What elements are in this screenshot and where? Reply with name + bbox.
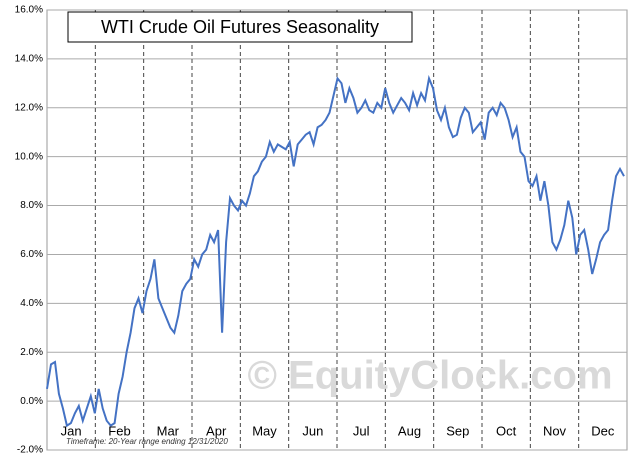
x-tick-label: Aug	[398, 423, 421, 438]
y-tick-label: 0.0%	[20, 396, 43, 407]
x-tick-label: Feb	[108, 423, 130, 438]
x-tick-label: Jul	[353, 423, 370, 438]
y-tick-label: 16.0%	[15, 5, 43, 16]
x-tick-label: May	[252, 423, 277, 438]
watermark: © EquityClock.com	[247, 354, 612, 398]
y-tick-label: -2.0%	[17, 445, 43, 456]
x-tick-label: Apr	[206, 423, 227, 438]
x-tick-label: Jun	[302, 423, 323, 438]
x-tick-label: Sep	[446, 423, 469, 438]
x-tick-label: Mar	[157, 423, 180, 438]
footnote: Timeframe: 20-Year range ending 12/31/20…	[66, 437, 228, 446]
grid	[47, 9, 627, 451]
y-tick-label: 4.0%	[20, 298, 43, 309]
chart-title: WTI Crude Oil Futures Seasonality	[101, 17, 379, 37]
y-tick-label: 2.0%	[20, 347, 43, 358]
series-line	[46, 74, 625, 428]
x-tick-label: Dec	[591, 423, 615, 438]
x-tick-label: Jan	[61, 423, 82, 438]
y-tick-label: 10.0%	[15, 151, 43, 162]
x-tick-label: Nov	[543, 423, 567, 438]
y-tick-label: 6.0%	[20, 249, 43, 260]
x-tick-label: Oct	[496, 423, 517, 438]
y-tick-label: 12.0%	[15, 102, 43, 113]
title-box	[67, 11, 413, 43]
y-tick-label: 14.0%	[15, 54, 43, 65]
y-tick-label: 8.0%	[20, 200, 43, 211]
